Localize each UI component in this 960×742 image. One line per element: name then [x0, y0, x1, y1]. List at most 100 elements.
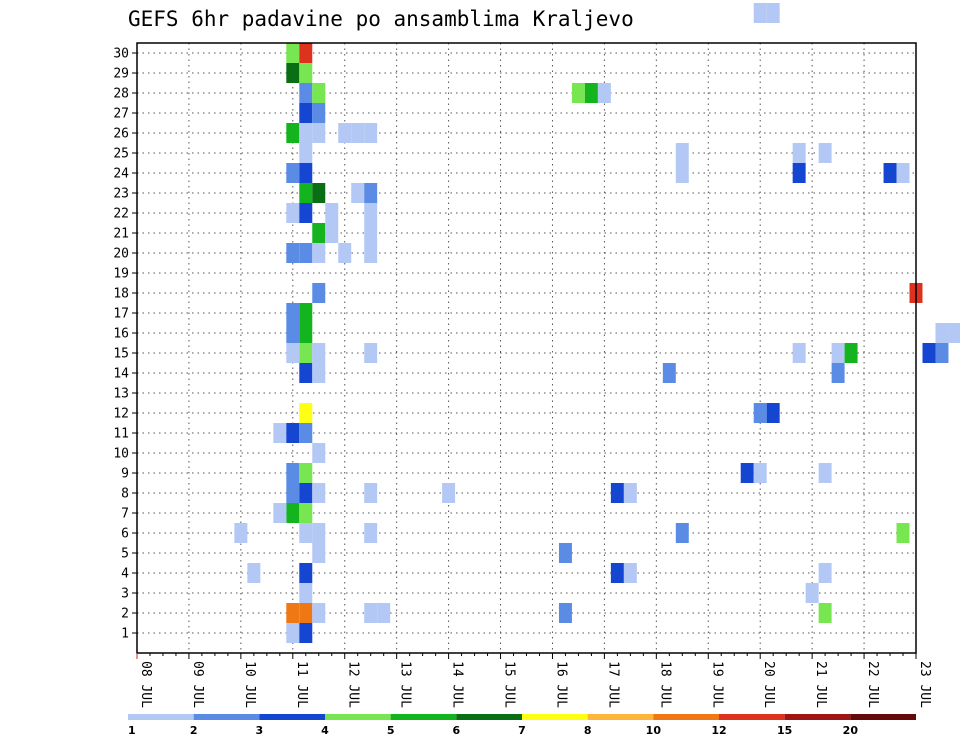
precip-cell — [299, 503, 313, 523]
x-tick-label: 11 JUL — [294, 661, 309, 708]
precip-cell — [883, 163, 897, 183]
y-tick-label: 30 — [113, 47, 129, 62]
precip-cell — [312, 83, 326, 103]
precip-cell — [597, 83, 611, 103]
colorbar-label: 10 — [646, 724, 662, 737]
colorbar-swatch — [522, 714, 588, 720]
precip-cell — [896, 163, 910, 183]
x-tick-label: 09 JUL — [190, 661, 205, 708]
precip-cell — [675, 163, 689, 183]
colorbar-label: 6 — [453, 724, 461, 737]
precip-cell — [312, 543, 326, 563]
precip-cell — [364, 123, 378, 143]
precip-cell — [325, 223, 339, 243]
precip-cell — [299, 183, 313, 203]
precip-cell — [312, 243, 326, 263]
precip-cell — [338, 123, 352, 143]
precip-cell — [312, 283, 326, 303]
precip-cell — [299, 403, 313, 423]
precip-cell — [312, 183, 326, 203]
y-tick-label: 3 — [121, 587, 129, 602]
colorbar-label: 3 — [256, 724, 264, 737]
precip-cell — [299, 243, 313, 263]
grid-lines — [137, 43, 916, 653]
precip-cell — [247, 563, 261, 583]
precip-cell — [312, 343, 326, 363]
precip-cell — [831, 363, 845, 383]
precip-cell — [675, 523, 689, 543]
precip-cell — [662, 363, 676, 383]
colorbar-label: 15 — [777, 724, 792, 737]
precip-cell — [377, 603, 391, 623]
precip-cell — [286, 603, 300, 623]
precip-cell — [299, 583, 313, 603]
precip-cell — [299, 163, 313, 183]
precip-cell — [935, 343, 949, 363]
y-tick-label: 21 — [113, 227, 129, 242]
precip-cell — [896, 523, 910, 543]
precip-cell — [584, 83, 598, 103]
y-tick-label: 29 — [113, 67, 129, 82]
y-tick-label: 1 — [121, 627, 129, 642]
precip-cell — [442, 483, 456, 503]
x-tick-label: 08 JUL — [138, 661, 153, 708]
x-axis-ticks: 08 JUL 09 JUL 10 JUL 11 JUL 12 JUL 13 JUL 14 J… — [136, 653, 932, 708]
colorbar-label: 20 — [843, 724, 859, 737]
y-tick-label: 11 — [113, 427, 129, 442]
x-tick-label: 18 JUL — [657, 661, 672, 708]
precip-cell — [338, 243, 352, 263]
colorbar-swatch — [193, 714, 260, 720]
precip-cell — [286, 243, 300, 263]
colorbar-label: 7 — [518, 724, 526, 737]
y-axis-ticks: 1234567891011121314151617181920212223242… — [113, 47, 137, 642]
x-tick-label: 17 JUL — [605, 661, 620, 708]
precip-cell — [312, 223, 326, 243]
precip-cell — [364, 223, 378, 243]
precip-cell — [299, 423, 313, 443]
precip-cell — [753, 3, 767, 23]
precip-cell — [299, 203, 313, 223]
precip-cell — [299, 623, 313, 643]
precip-cell — [364, 343, 378, 363]
colorbar-label: 4 — [321, 724, 329, 737]
precip-cell — [299, 63, 313, 83]
precip-cell — [299, 83, 313, 103]
precip-cell — [351, 183, 365, 203]
precip-cell — [753, 463, 767, 483]
precip-cell — [844, 343, 858, 363]
colorbar-swatch — [587, 714, 654, 720]
precip-cell — [740, 463, 754, 483]
colorbar-swatch — [390, 714, 457, 720]
precip-cell — [286, 63, 300, 83]
y-tick-label: 24 — [113, 167, 129, 182]
precip-cell — [299, 603, 313, 623]
precip-cell — [364, 183, 378, 203]
precip-cell — [299, 563, 313, 583]
chart-title: GEFS 6hr padavine po ansamblima Kraljevo — [128, 7, 634, 31]
precip-cell — [325, 203, 339, 223]
y-tick-label: 20 — [113, 247, 129, 262]
precip-cell — [312, 123, 326, 143]
precip-cell — [753, 403, 767, 423]
colorbar-label: 8 — [584, 724, 592, 737]
precip-cell — [351, 123, 365, 143]
precip-cell — [286, 203, 300, 223]
precip-cell — [299, 523, 313, 543]
precip-cell — [364, 243, 378, 263]
precip-cell — [818, 143, 832, 163]
precip-cell — [312, 363, 326, 383]
y-tick-label: 17 — [113, 307, 129, 322]
precip-cell — [364, 203, 378, 223]
precip-cell — [610, 563, 624, 583]
precip-cell — [623, 563, 637, 583]
colorbar-swatch — [653, 714, 719, 720]
precip-cell — [299, 463, 313, 483]
precip-cell — [831, 343, 845, 363]
precip-cell — [312, 443, 326, 463]
precip-cell — [286, 303, 300, 323]
precip-cell — [818, 463, 832, 483]
precip-cell — [766, 403, 780, 423]
y-tick-label: 7 — [121, 507, 129, 522]
y-tick-label: 8 — [121, 487, 129, 502]
